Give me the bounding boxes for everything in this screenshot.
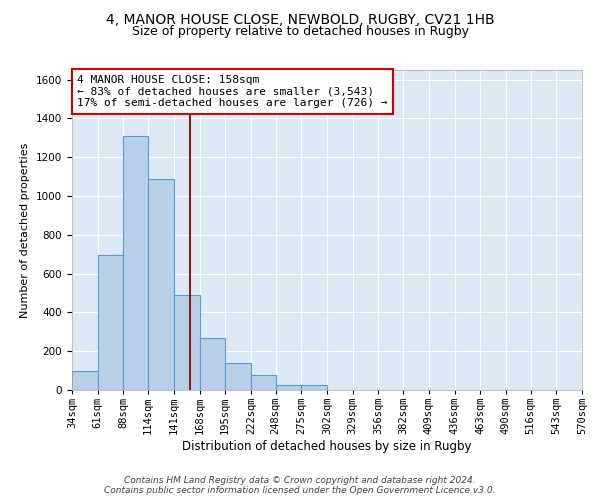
- Text: 4, MANOR HOUSE CLOSE, NEWBOLD, RUGBY, CV21 1HB: 4, MANOR HOUSE CLOSE, NEWBOLD, RUGBY, CV…: [106, 12, 494, 26]
- Text: 4 MANOR HOUSE CLOSE: 158sqm
← 83% of detached houses are smaller (3,543)
17% of : 4 MANOR HOUSE CLOSE: 158sqm ← 83% of det…: [77, 75, 388, 108]
- Text: Size of property relative to detached houses in Rugby: Size of property relative to detached ho…: [131, 25, 469, 38]
- Y-axis label: Number of detached properties: Number of detached properties: [20, 142, 31, 318]
- Bar: [199, 338, 225, 390]
- Bar: [124, 136, 148, 390]
- Bar: [301, 384, 327, 390]
- X-axis label: Distribution of detached houses by size in Rugby: Distribution of detached houses by size …: [182, 440, 472, 453]
- Bar: [72, 370, 98, 390]
- Bar: [225, 363, 251, 390]
- Bar: [275, 384, 301, 390]
- Bar: [251, 376, 275, 390]
- Bar: [98, 255, 124, 390]
- Bar: [148, 178, 174, 390]
- Bar: [174, 295, 199, 390]
- Text: Contains HM Land Registry data © Crown copyright and database right 2024.
Contai: Contains HM Land Registry data © Crown c…: [104, 476, 496, 495]
